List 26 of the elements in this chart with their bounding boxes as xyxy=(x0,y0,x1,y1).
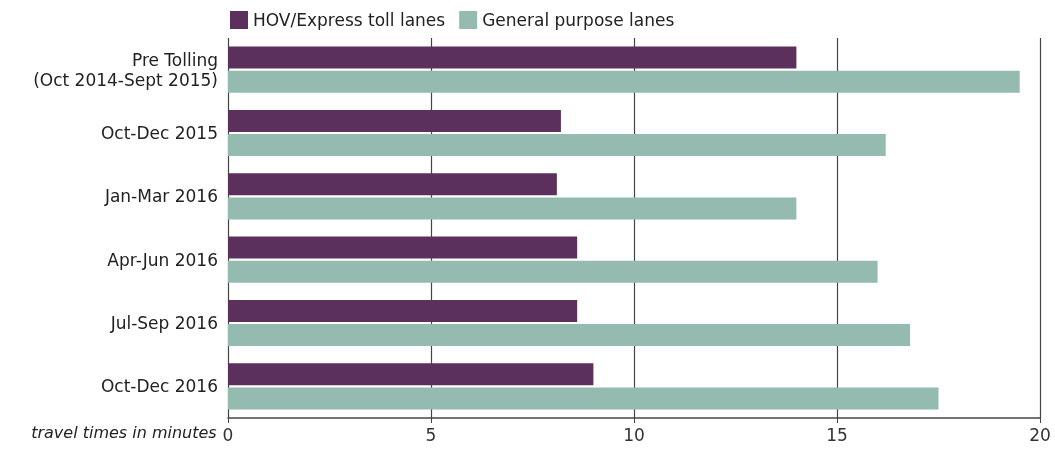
legend-label: General purpose lanes xyxy=(482,10,675,30)
y-tick-label: Jan-Mar 2016 xyxy=(103,186,218,207)
bar xyxy=(228,109,561,132)
bar xyxy=(228,46,797,69)
bar xyxy=(228,236,578,259)
x-tick-label: 10 xyxy=(623,424,645,445)
bar xyxy=(228,324,911,347)
y-tick-label: Apr-Jun 2016 xyxy=(107,249,218,270)
x-tick-label: 5 xyxy=(425,424,437,445)
x-axis-title: travel times in minutes xyxy=(31,422,217,442)
bar xyxy=(228,363,594,386)
bar xyxy=(228,173,557,196)
legend-label: HOV/Express toll lanes xyxy=(253,10,446,30)
bar xyxy=(228,197,797,220)
bar xyxy=(228,299,578,322)
x-tick-label: 0 xyxy=(222,424,234,445)
x-tick-label: 15 xyxy=(826,424,848,445)
bar xyxy=(228,134,886,157)
y-tick-label: Pre Tolling (Oct 2014-Sept 2015) xyxy=(33,49,218,90)
y-tick-label: Oct-Dec 2015 xyxy=(100,123,218,143)
bar xyxy=(228,70,1020,93)
y-tick-label: Jul-Sep 2016 xyxy=(109,313,218,333)
bar xyxy=(228,260,878,283)
y-tick-label: Oct-Dec 2016 xyxy=(100,376,218,397)
x-tick-label: 20 xyxy=(1029,424,1051,445)
bar xyxy=(228,387,939,410)
